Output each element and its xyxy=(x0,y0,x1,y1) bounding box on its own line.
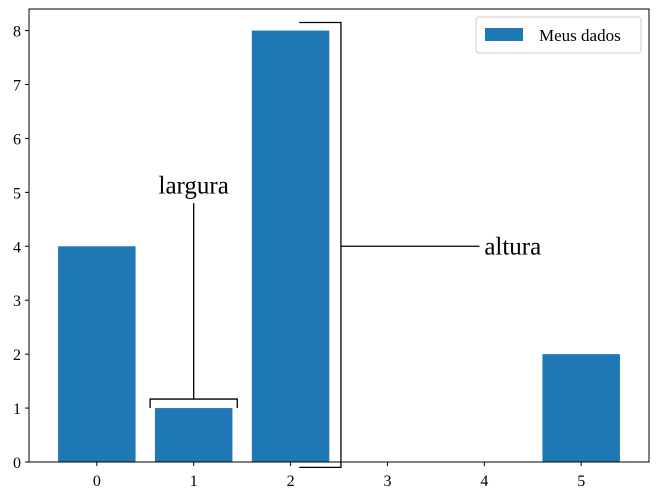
x-tick-label: 0 xyxy=(93,473,101,490)
legend: Meus dados xyxy=(475,16,642,54)
y-tick-label: 6 xyxy=(13,131,21,148)
y-tick-label: 3 xyxy=(13,293,21,310)
height-annotation-label: altura xyxy=(484,233,541,260)
y-tick-label: 2 xyxy=(13,347,21,364)
y-tick-label: 4 xyxy=(13,239,21,256)
bar-1 xyxy=(154,408,233,462)
height-bracket xyxy=(299,21,342,469)
y-tick-label: 7 xyxy=(13,78,21,95)
x-tick-label: 4 xyxy=(480,473,488,490)
y-tick-label: 0 xyxy=(13,455,21,472)
bar-2 xyxy=(251,30,330,462)
width-annotation-label: largura xyxy=(159,172,229,199)
y-tick-label: 8 xyxy=(13,24,21,41)
annotations-layer: largura altura xyxy=(149,21,541,469)
bar-0 xyxy=(58,246,136,462)
legend-swatch xyxy=(485,28,523,41)
plot-frame xyxy=(28,8,650,463)
y-tick-label: 1 xyxy=(13,401,21,418)
x-tick-label: 5 xyxy=(577,473,585,490)
x-tick-label: 2 xyxy=(287,473,295,490)
legend-frame xyxy=(475,16,642,54)
legend-label: Meus dados xyxy=(539,26,621,45)
y-tick-label: 5 xyxy=(13,185,21,202)
bar-5 xyxy=(542,354,620,462)
x-tick-label: 3 xyxy=(383,473,391,490)
x-tick-label: 1 xyxy=(190,473,198,490)
ticks-layer: 0 1 2 3 4 5 0 1 2 3 4 5 6 7 8 xyxy=(13,24,585,490)
bars-layer xyxy=(58,30,620,462)
